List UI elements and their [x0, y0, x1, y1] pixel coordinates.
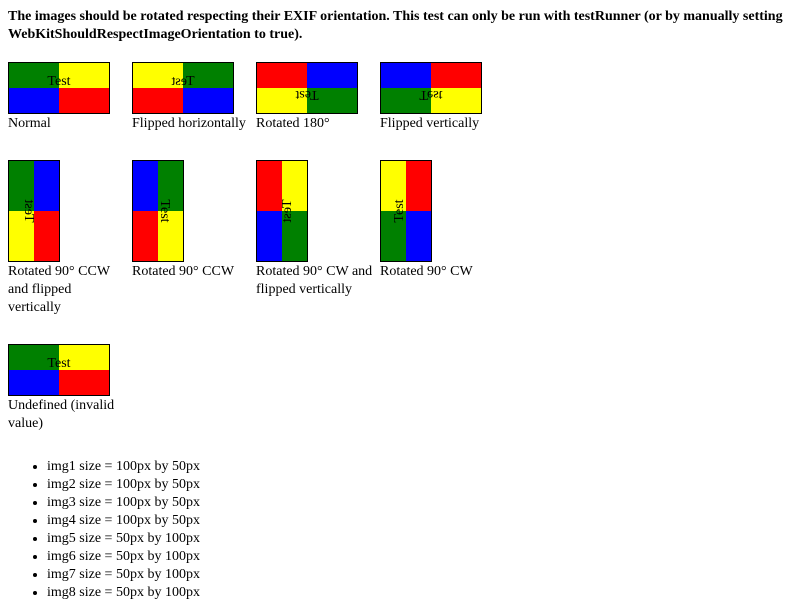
list-item: img5 size = 50px by 100px [47, 530, 200, 548]
quadrant-bottom-left [133, 88, 183, 113]
list-item: img4 size = 100px by 50px [47, 512, 200, 530]
quadrant-bottom-left [381, 211, 406, 261]
quadrant-top-left [9, 345, 59, 370]
image-caption: Rotated 180° [256, 116, 330, 131]
quadrant-bottom-left [257, 88, 307, 113]
image-item-undefined: Test Undefined (invalid value) [8, 344, 126, 433]
quadrant-bottom-right [183, 88, 233, 113]
quadrant-top-left [133, 63, 183, 88]
quadrant-top-right [59, 345, 109, 370]
quadrant-bottom-left [9, 88, 59, 113]
orientation-test-image: Test [132, 160, 184, 262]
quadrant-bottom-left [9, 370, 59, 395]
orientation-test-image: Test [8, 160, 60, 262]
quadrant-top-left [257, 161, 282, 211]
orientation-test-image: Test [8, 62, 110, 114]
image-caption: Rotated 90° CCW and flipped vertically [8, 264, 110, 315]
orientation-test-image: Test [132, 62, 234, 114]
image-test-text: Test [157, 199, 172, 223]
image-item-rotated-90-ccw: Test Rotated 90° CCW [132, 160, 250, 281]
page-heading: The images should be rotated respecting … [8, 9, 783, 42]
image-caption: Normal [8, 116, 51, 131]
quadrant-bottom-right [307, 88, 357, 113]
quadrant-top-left [381, 161, 406, 211]
quadrant-top-left [9, 161, 34, 211]
orientation-test-image: Test [380, 160, 432, 262]
image-caption: Rotated 90° CCW [132, 264, 235, 279]
image-item-rotated-90-cw-flipped-vertically: Test Rotated 90° CW and flipped vertical… [256, 160, 374, 299]
quadrant-bottom-right [406, 211, 431, 261]
quadrant-top-right [431, 63, 481, 88]
quadrant-bottom-left [257, 211, 282, 261]
image-caption: Undefined (invalid value) [8, 398, 115, 431]
quadrant-bottom-right [59, 370, 109, 395]
quadrant-top-right [307, 63, 357, 88]
list-item: img2 size = 100px by 50px [47, 476, 200, 494]
list-item: img3 size = 100px by 50px [47, 494, 200, 512]
image-test-text: Test [47, 356, 71, 371]
quadrant-bottom-left [9, 211, 34, 261]
quadrant-bottom-left [133, 211, 158, 261]
quadrant-top-right [158, 161, 183, 211]
list-item: img8 size = 50px by 100px [47, 584, 200, 602]
quadrant-bottom-left [381, 88, 431, 113]
image-item-rotated-180: Test Rotated 180° [256, 62, 374, 133]
image-test-text: Test [295, 87, 319, 102]
quadrant-top-left [257, 63, 307, 88]
image-item-flipped-vertically: Test Flipped vertically [380, 62, 498, 133]
quadrant-bottom-right [282, 211, 307, 261]
quadrant-bottom-right [158, 211, 183, 261]
quadrant-top-right [59, 63, 109, 88]
orientation-test-image: Test [256, 160, 308, 262]
quadrant-top-right [34, 161, 59, 211]
list-item: img7 size = 50px by 100px [47, 566, 200, 584]
image-test-text: Test [280, 199, 295, 223]
image-caption: Flipped horizontally [132, 116, 246, 131]
quadrant-top-left [9, 63, 59, 88]
image-caption: Rotated 90° CW [380, 264, 473, 279]
quadrant-top-right [406, 161, 431, 211]
image-caption: Rotated 90° CW and flipped vertically [256, 264, 373, 297]
image-caption: Flipped vertically [380, 116, 480, 131]
image-test-text: Test [419, 87, 443, 102]
image-item-rotated-90-cw: Test Rotated 90° CW [380, 160, 498, 281]
quadrant-top-left [133, 161, 158, 211]
quadrant-top-right [282, 161, 307, 211]
quadrant-top-left [381, 63, 431, 88]
image-test-text: Test [21, 199, 36, 223]
list-item: img1 size = 100px by 50px [47, 458, 200, 476]
quadrant-bottom-right [34, 211, 59, 261]
image-test-text: Test [171, 74, 195, 89]
image-test-text: Test [47, 74, 71, 89]
image-item-normal: Test Normal [8, 62, 126, 133]
quadrant-bottom-right [431, 88, 481, 113]
image-test-text: Test [392, 199, 407, 223]
quadrant-bottom-right [59, 88, 109, 113]
list-item: img6 size = 50px by 100px [47, 548, 200, 566]
image-item-flipped-horizontally: Test Flipped horizontally [132, 62, 250, 133]
orientation-test-image: Test [380, 62, 482, 114]
quadrant-top-right [183, 63, 233, 88]
orientation-test-image: Test [256, 62, 358, 114]
image-size-list: img1 size = 100px by 50px img2 size = 10… [8, 458, 200, 602]
image-item-rotated-90-ccw-flipped-vertically: Test Rotated 90° CCW and flipped vertica… [8, 160, 126, 317]
orientation-test-image: Test [8, 344, 110, 396]
